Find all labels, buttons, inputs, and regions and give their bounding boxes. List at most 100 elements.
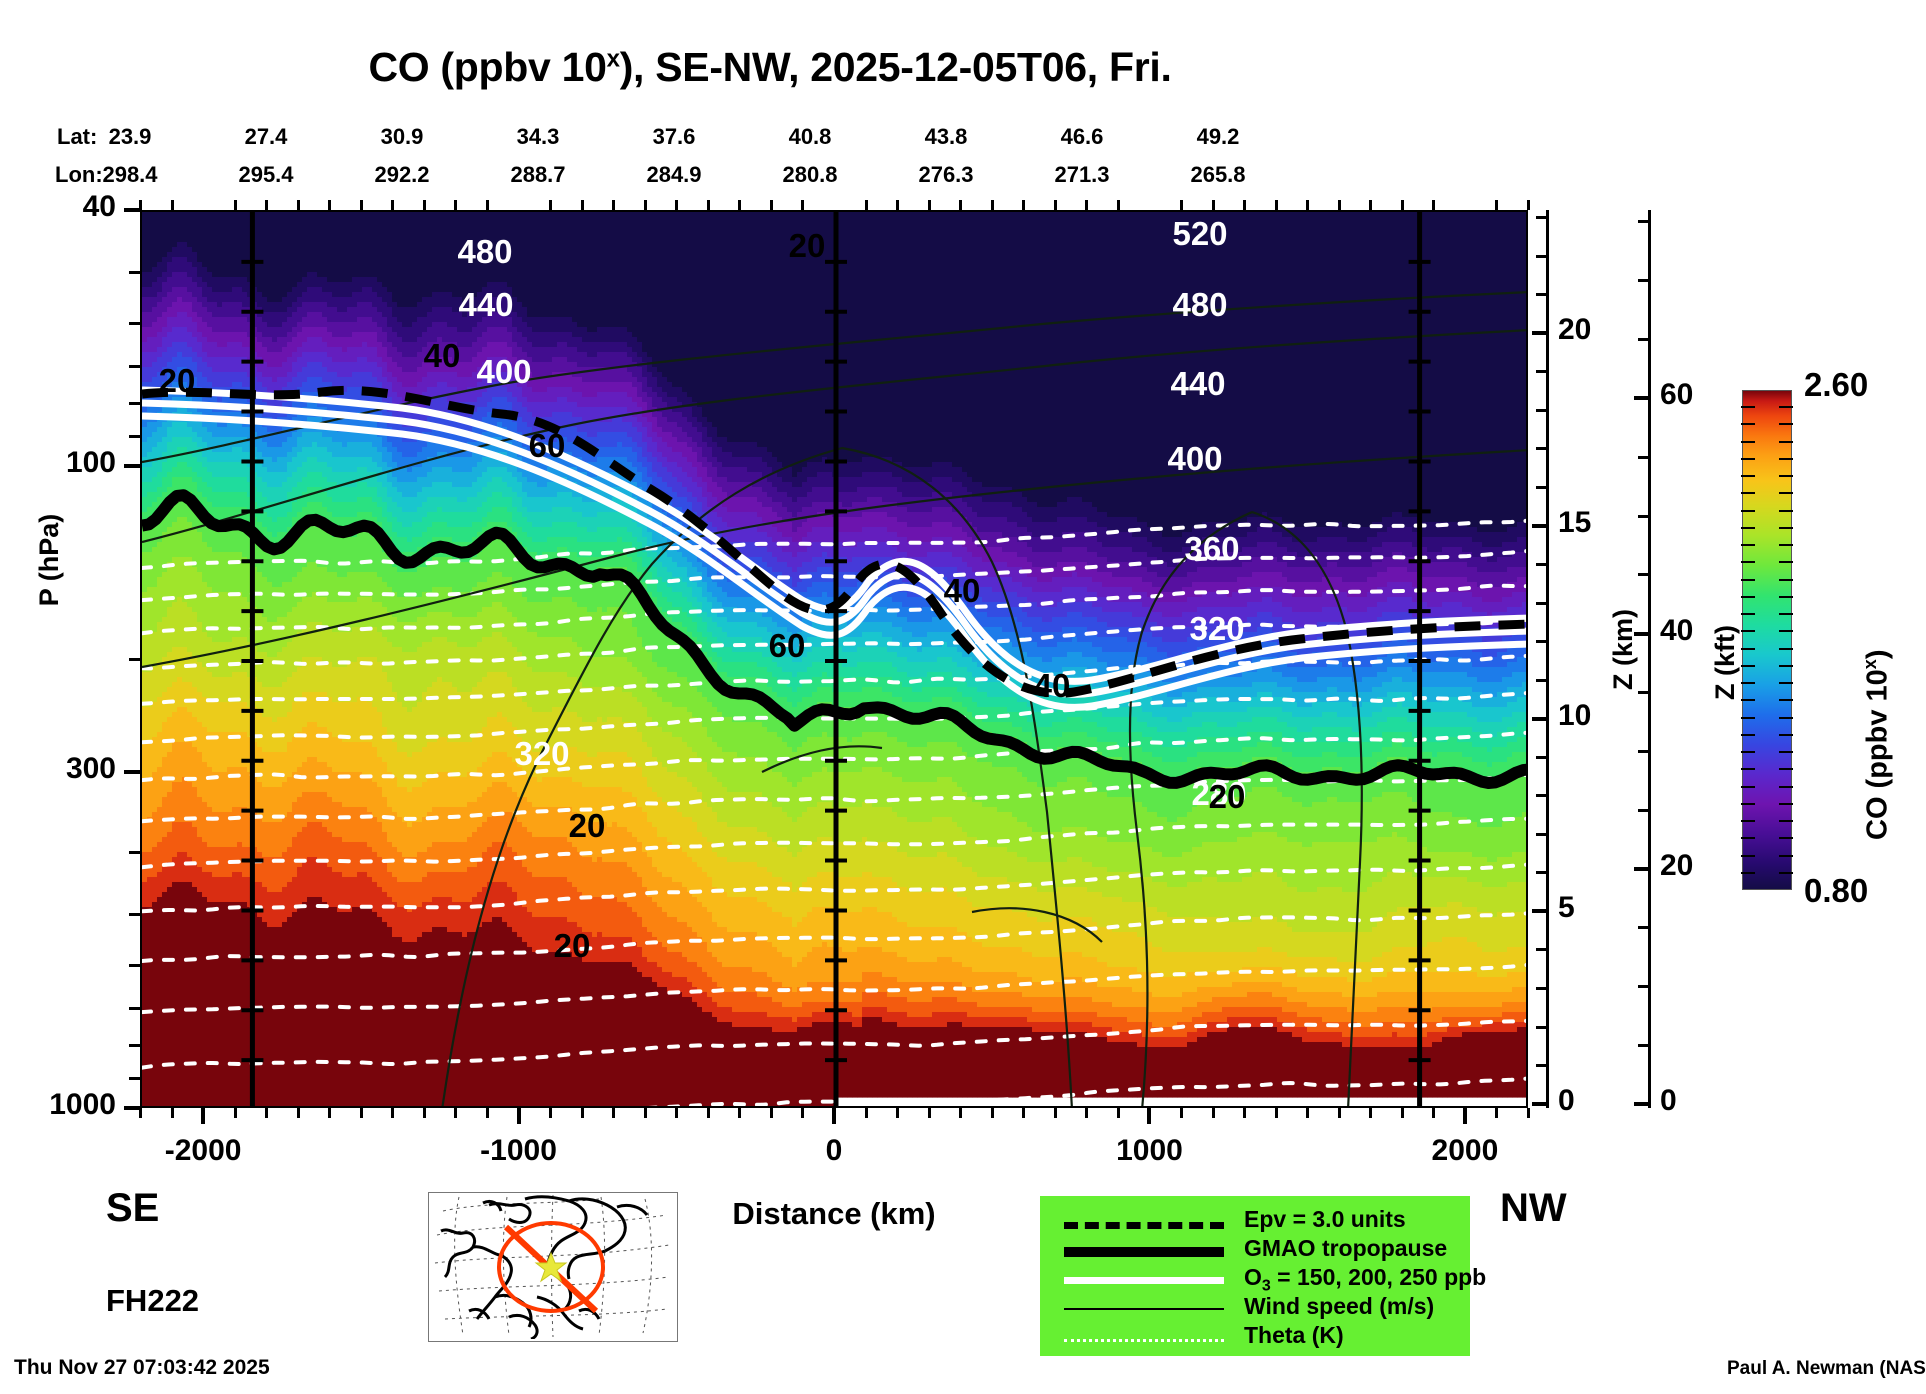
colorbar-tick [1741, 492, 1755, 494]
xtick-minor-top [234, 200, 237, 210]
wind-label-40-4: 40 [944, 572, 981, 609]
colorbar-tick [1779, 441, 1793, 443]
zkm-minor [1536, 1026, 1547, 1029]
colorbar-tick [1779, 458, 1793, 460]
nw-direction-label: NW [1500, 1186, 1567, 1231]
xtick-major--2000 [201, 1108, 205, 1124]
xtick-minor-top [1527, 200, 1530, 210]
xtick-minor [328, 1108, 331, 1118]
zkm-label-5: 5 [1558, 891, 1575, 925]
colorbar-tick [1779, 820, 1793, 822]
legend-label-2: O3 = 150, 200, 250 ppb [1244, 1264, 1486, 1296]
zkm-minor [1536, 948, 1547, 951]
legend-swatch-thick-white [1064, 1277, 1224, 1284]
xtick-minor [991, 1108, 994, 1118]
legend-item-2: O3 = 150, 200, 250 ppb [1054, 1264, 1464, 1294]
zkm-minor [1536, 679, 1547, 682]
colorbar-tick [1779, 751, 1793, 753]
ytick-minor-900 [129, 1077, 140, 1080]
wind-label-40-6: 40 [1034, 667, 1071, 704]
xtick-minor [1401, 1108, 1404, 1118]
zkm-label-10: 10 [1558, 699, 1591, 733]
xtick-minor [423, 1108, 426, 1118]
ytick-major-100 [124, 464, 140, 468]
xtick-label-2000: 2000 [1375, 1134, 1555, 1168]
zkm-tick-0 [1532, 1102, 1547, 1106]
title-suffix: ), SE-NW, 2025-12-05T06, Fri. [620, 44, 1172, 90]
ytick-minor-700 [129, 1007, 140, 1010]
colorbar-tick [1741, 441, 1755, 443]
zkft-tick-40 [1634, 632, 1649, 636]
zkm-minor [1536, 640, 1547, 643]
colorbar-tick [1779, 803, 1793, 805]
legend-item-1: GMAO tropopause [1054, 1235, 1464, 1265]
lon-value-5: 280.8 [765, 162, 855, 188]
wind-label-60-2: 60 [529, 427, 566, 464]
zkm-minor [1536, 871, 1547, 874]
zkm-label-15: 15 [1558, 506, 1591, 540]
xtick-minor [1275, 1108, 1278, 1118]
xtick-minor-top [928, 200, 931, 210]
xtick-minor-top [549, 200, 552, 210]
theta-label-520-4: 520 [1172, 215, 1227, 252]
page-title: CO (ppbv 10x), SE-NW, 2025-12-05T06, Fri… [0, 44, 1540, 91]
ytick-label-300: 300 [0, 752, 116, 786]
cross-section-plot[interactable]: 5204804404005204804404003603203202802040… [140, 210, 1528, 1108]
z-km-axis-line [1546, 210, 1549, 1108]
colorbar-tick [1741, 803, 1755, 805]
colorbar-tick [1741, 665, 1755, 667]
xtick-minor [707, 1108, 710, 1118]
lat-value-1: 27.4 [221, 124, 311, 150]
zkft-minor [1638, 809, 1649, 812]
zkm-minor [1536, 447, 1547, 450]
lat-value-3: 34.3 [493, 124, 583, 150]
xtick-minor [770, 1108, 773, 1118]
lon-value-1: 295.4 [221, 162, 311, 188]
zkft-tick-20 [1634, 867, 1649, 871]
xtick-minor [1022, 1108, 1025, 1118]
theta-label-440-2: 440 [458, 286, 513, 323]
xtick-label-1000: 1000 [1059, 1134, 1239, 1168]
zkm-minor [1536, 409, 1547, 412]
x-axis-title: Distance (km) [140, 1196, 1528, 1232]
lon-value-6: 276.3 [901, 162, 991, 188]
xtick-minor-top [581, 200, 584, 210]
se-direction-label: SE [106, 1186, 159, 1231]
colorbar-tick [1741, 820, 1755, 822]
xtick-minor [1054, 1108, 1057, 1118]
xtick-minor-top [360, 200, 363, 210]
colorbar-tick [1779, 768, 1793, 770]
colorbar-tick [1779, 544, 1793, 546]
xtick-major-0 [832, 1108, 836, 1124]
colorbar-tick [1741, 682, 1755, 684]
xtick-minor-top [1495, 200, 1498, 210]
contour-field: 5204804404005204804404003603203202802040… [142, 212, 1528, 1108]
wind-label-20-3: 20 [789, 227, 826, 264]
lat-value-0: 23.9 [85, 124, 175, 150]
xtick-minor [360, 1108, 363, 1118]
theta-label-440-6: 440 [1170, 365, 1225, 402]
colorbar-tick [1741, 699, 1755, 701]
xtick-minor [738, 1108, 741, 1118]
xtick-minor [139, 1108, 142, 1118]
lat-value-4: 37.6 [629, 124, 719, 150]
zkm-tick-5 [1532, 909, 1547, 913]
wind-label-20-0: 20 [159, 362, 196, 399]
xtick-minor [865, 1108, 868, 1118]
xtick-label-0: 0 [744, 1134, 924, 1168]
theta-label-320-10: 320 [514, 735, 569, 772]
lat-value-6: 43.8 [901, 124, 991, 150]
xtick-label--2000: -2000 [113, 1134, 293, 1168]
lon-value-7: 271.3 [1037, 162, 1127, 188]
zkm-label-0: 0 [1558, 1084, 1575, 1118]
xtick-minor-top [1054, 200, 1057, 210]
colorbar-tick [1779, 786, 1793, 788]
colorbar-tick [1779, 630, 1793, 632]
zkm-minor [1536, 293, 1547, 296]
zkm-minor [1536, 1064, 1547, 1067]
xtick-minor-top [171, 200, 174, 210]
xtick-minor [1243, 1108, 1246, 1118]
legend-item-3: Wind speed (m/s) [1054, 1293, 1464, 1323]
legend-item-4: Theta (K) [1054, 1322, 1464, 1352]
xtick-minor-top [801, 200, 804, 210]
